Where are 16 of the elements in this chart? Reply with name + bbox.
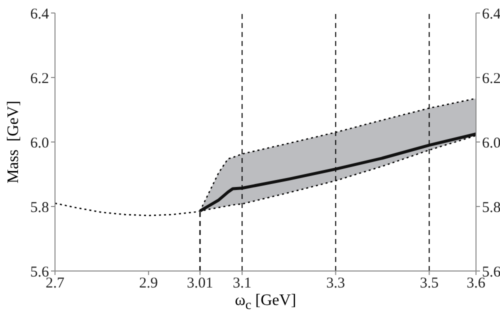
y2-tick-label: 6.0 (482, 135, 500, 152)
x-tick-label: 3.3 (326, 276, 346, 292)
y-tick-label: 6.2 (30, 70, 49, 87)
y-tick-label: 5.8 (30, 200, 49, 216)
x-tick-label: 2.7 (46, 276, 65, 292)
x-tick-label: 3.01 (186, 276, 214, 292)
y-tick-label: 6.4 (30, 6, 50, 22)
y2-tick-label: 5.8 (482, 200, 500, 216)
x-axis-title: ω$_{c}$ [GeV] (234, 292, 298, 314)
x-tick-label: 3.6 (466, 276, 486, 292)
x-tick-label: 2.9 (139, 276, 158, 292)
x-tick-label: 3.1 (232, 276, 252, 292)
y2-tick-label: 6.2 (482, 70, 500, 87)
x-tick-label: 3.5 (420, 276, 439, 292)
y-axis-title: Mass [GeV] (5, 100, 23, 184)
y-tick-label: 6.0 (30, 135, 49, 152)
